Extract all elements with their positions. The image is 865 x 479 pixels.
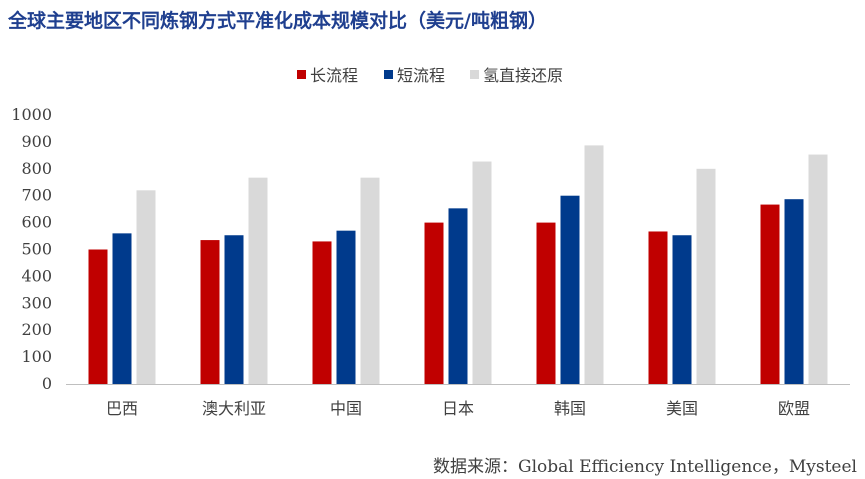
x-tick-label: 日本 bbox=[442, 399, 474, 418]
bar-short bbox=[448, 208, 468, 384]
x-tick-label: 巴西 bbox=[106, 399, 138, 418]
legend-label: 氢直接还原 bbox=[483, 66, 563, 85]
bar-long bbox=[536, 222, 556, 384]
bar-short bbox=[560, 195, 580, 384]
bar-long bbox=[760, 204, 780, 384]
bar-hydrogen bbox=[136, 190, 156, 384]
bar-long bbox=[424, 222, 444, 384]
x-tick-label: 韩国 bbox=[554, 399, 586, 418]
bar-hydrogen bbox=[472, 161, 492, 384]
bar-short bbox=[672, 235, 692, 384]
bar-hydrogen bbox=[360, 177, 380, 384]
y-tick-label: 500 bbox=[21, 240, 52, 259]
bar-short bbox=[784, 199, 804, 384]
bar-short bbox=[112, 233, 132, 384]
bar-hydrogen bbox=[248, 177, 268, 384]
legend-label: 短流程 bbox=[397, 66, 445, 85]
legend-label: 长流程 bbox=[310, 66, 358, 85]
bar-short bbox=[336, 230, 356, 384]
bar-long bbox=[312, 241, 332, 384]
bar-long bbox=[88, 249, 108, 384]
x-tick-label: 美国 bbox=[666, 399, 698, 418]
bar-chart: 0 100 200 300 400 500 600 700 800 900 1000 巴西 澳大利亚 中国… bbox=[11, 66, 850, 418]
chart-title: 全球主要地区不同炼钢方式平准化成本规模对比（美元/吨粗钢） bbox=[8, 10, 547, 32]
bar-hydrogen bbox=[584, 145, 604, 384]
x-tick-label: 欧盟 bbox=[778, 399, 810, 418]
y-tick-label: 300 bbox=[21, 293, 52, 312]
legend-swatch bbox=[470, 70, 479, 79]
y-tick-label: 200 bbox=[21, 320, 52, 339]
y-tick-label: 900 bbox=[21, 132, 52, 151]
legend-swatch bbox=[384, 70, 393, 79]
y-tick-label: 400 bbox=[21, 266, 52, 285]
y-tick-label: 100 bbox=[21, 347, 52, 366]
bar-hydrogen bbox=[696, 168, 716, 384]
bar-long bbox=[648, 231, 668, 384]
source-note: 数据来源：Global Efficiency Intelligence，Myst… bbox=[433, 457, 857, 477]
y-tick-label: 700 bbox=[21, 186, 52, 205]
y-tick-label: 600 bbox=[21, 213, 52, 232]
bar-hydrogen bbox=[808, 154, 828, 384]
bar-long bbox=[200, 240, 220, 384]
y-tick-label: 1000 bbox=[11, 105, 52, 124]
x-tick-label: 澳大利亚 bbox=[202, 399, 266, 418]
x-tick-label: 中国 bbox=[330, 399, 362, 418]
y-tick-label: 0 bbox=[42, 374, 52, 393]
y-tick-label: 800 bbox=[21, 159, 52, 178]
legend-swatch bbox=[297, 70, 306, 79]
bar-short bbox=[224, 235, 244, 384]
